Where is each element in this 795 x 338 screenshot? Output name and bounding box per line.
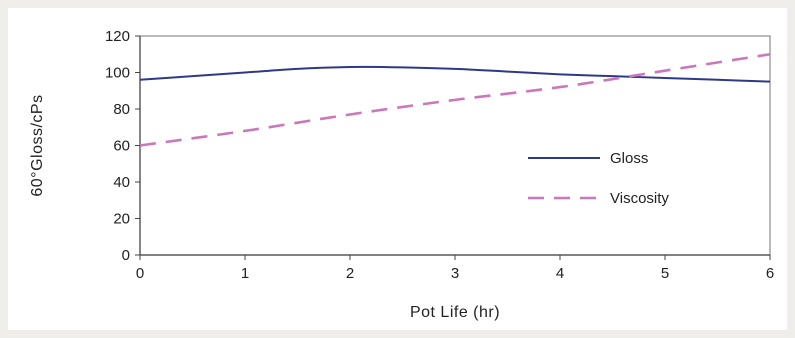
x-axis-title: Pot Life (hr) bbox=[410, 304, 500, 321]
legend: Gloss Viscosity bbox=[528, 150, 669, 207]
x-tick-label: 3 bbox=[451, 265, 459, 282]
axes: 0 20 40 60 80 100 120 0 1 2 3 4 5 6 bbox=[105, 28, 774, 282]
gloss-series-line bbox=[139, 65, 771, 83]
y-tick-label: 100 bbox=[105, 65, 130, 82]
y-tick-label: 0 bbox=[122, 247, 130, 264]
chart-frame: 0 20 40 60 80 100 120 0 1 2 3 4 5 6 Gloss Viscosity Po… bbox=[8, 8, 787, 330]
y-tick-label: 60 bbox=[113, 138, 130, 155]
series-layer bbox=[139, 52, 771, 147]
x-tick-label: 0 bbox=[136, 265, 144, 282]
x-tick-label: 2 bbox=[346, 265, 354, 282]
y-tick-label: 120 bbox=[105, 28, 130, 45]
x-tick-label: 4 bbox=[556, 265, 564, 282]
x-tick-label: 5 bbox=[661, 265, 669, 282]
line-chart: 0 20 40 60 80 100 120 0 1 2 3 4 5 6 Gloss Viscosity Po… bbox=[29, 28, 774, 321]
viscosity-series-line bbox=[139, 52, 771, 147]
y-tick-label: 80 bbox=[113, 101, 130, 118]
y-tick-label: 20 bbox=[113, 211, 130, 228]
legend-label-gloss: Gloss bbox=[610, 150, 648, 167]
x-tick-label: 1 bbox=[241, 265, 249, 282]
y-tick-label: 40 bbox=[113, 174, 130, 191]
legend-label-viscosity: Viscosity bbox=[610, 190, 669, 207]
x-tick-label: 6 bbox=[766, 265, 774, 282]
y-axis-title: 60°Gloss/cPs bbox=[29, 94, 46, 196]
